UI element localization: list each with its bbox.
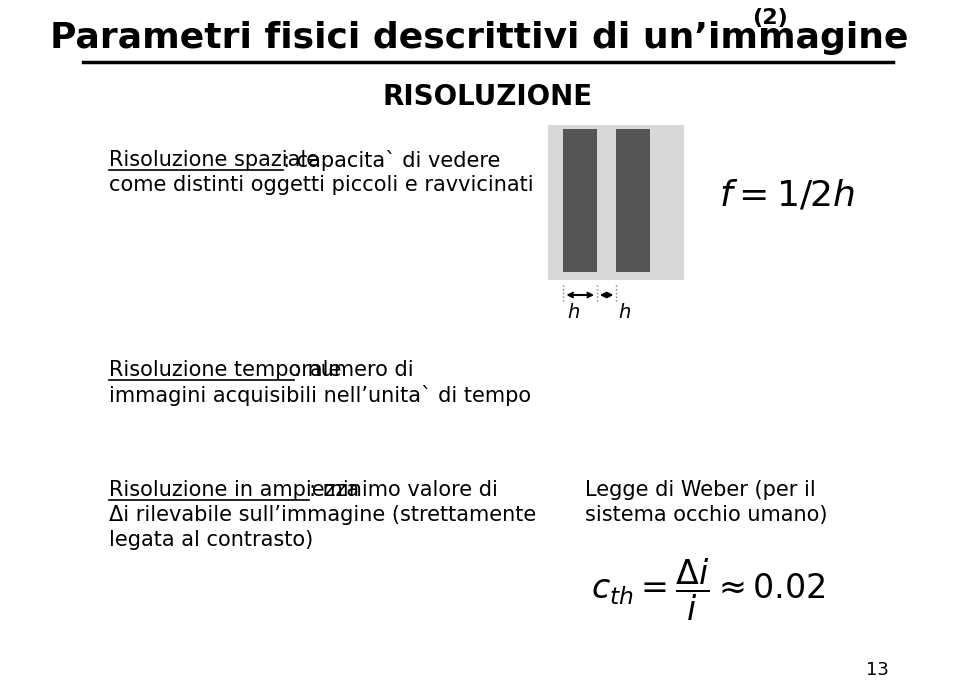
Text: $f = 1/2h$: $f = 1/2h$ [718,178,855,212]
Text: Δi rilevabile sull’immagine (strettamente: Δi rilevabile sull’immagine (strettament… [109,505,537,525]
Text: (2): (2) [752,8,787,28]
Text: h: h [567,303,580,321]
Bar [564,129,597,272]
Text: RISOLUZIONE: RISOLUZIONE [383,83,593,111]
Text: : numero di: : numero di [294,360,414,380]
Text: Risoluzione spaziale: Risoluzione spaziale [109,150,319,170]
Text: h: h [618,303,631,321]
Text: : minimo valore di: : minimo valore di [309,480,498,500]
Text: come distinti oggetti piccoli e ravvicinati: come distinti oggetti piccoli e ravvicin… [109,175,534,195]
Text: immagini acquisibili nell’unita` di tempo: immagini acquisibili nell’unita` di temp… [109,384,531,406]
Bar [547,125,684,280]
Text: Risoluzione in ampiezza: Risoluzione in ampiezza [109,480,359,500]
Text: : capacita` di vedere: : capacita` di vedere [282,149,500,171]
Bar [616,129,650,272]
Text: sistema occhio umano): sistema occhio umano) [585,505,828,525]
Text: $c_{th} = \dfrac{\Delta i}{i} \approx 0.02$: $c_{th} = \dfrac{\Delta i}{i} \approx 0.… [590,557,826,623]
Text: Risoluzione temporale: Risoluzione temporale [109,360,342,380]
Text: Legge di Weber (per il: Legge di Weber (per il [585,480,815,500]
Text: Parametri fisici descrittivi di un’immagine: Parametri fisici descrittivi di un’immag… [50,21,908,55]
Text: legata al contrasto): legata al contrasto) [109,530,313,550]
Text: 13: 13 [866,661,889,679]
